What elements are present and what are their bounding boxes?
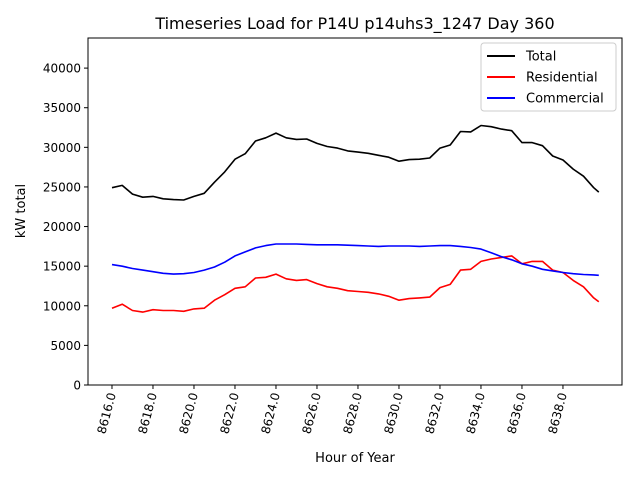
x-tick-label: 8638.0 [545,391,569,435]
y-tick-label: 0 [73,379,81,393]
x-tick-label: 8620.0 [176,391,200,435]
x-tick-label: 8636.0 [504,391,528,435]
plot-frame [87,37,623,386]
legend: Total Residential Commercial [480,42,617,112]
chart-title: Timeseries Load for P14U p14uhs3_1247 Da… [154,14,554,34]
series-line-total [111,124,600,201]
y-tick-label: 10000 [43,299,81,313]
y-tick-label: 5000 [50,339,81,353]
y-tick-label: 20000 [43,220,81,234]
x-tick-label: 8626.0 [299,391,323,435]
y-axis: 0 5000 10000 15000 20000 25000 30000 35000 40000 [43,62,88,393]
y-tick-label: 30000 [43,141,81,155]
x-tick-label: 8632.0 [422,391,446,435]
x-axis: 8616.0 8618.0 8620.0 8622.0 8624.0 8626.0 8628… [94,385,570,435]
series-layer [111,124,600,313]
y-tick-label: 15000 [43,260,81,274]
series-line-commercial [111,243,599,277]
x-tick-label: 8628.0 [340,391,364,435]
x-tick-label: 8622.0 [217,391,241,435]
x-tick-label: 8616.0 [94,391,118,435]
y-axis-label: kW total [14,184,29,238]
x-tick-label: 8618.0 [135,391,159,435]
y-tick-label: 25000 [43,180,81,194]
x-tick-label: 8630.0 [381,391,405,435]
x-axis-label: Hour of Year [315,451,395,466]
legend-label-total: Total [525,50,556,65]
legend-label-commercial: Commercial [526,92,604,107]
y-tick-label: 40000 [43,62,81,76]
legend-box [480,42,617,112]
y-tick-label: 35000 [43,101,81,115]
x-tick-label: 8624.0 [258,391,282,435]
x-tick-label: 8634.0 [463,391,487,435]
legend-label-residential: Residential [526,71,598,86]
